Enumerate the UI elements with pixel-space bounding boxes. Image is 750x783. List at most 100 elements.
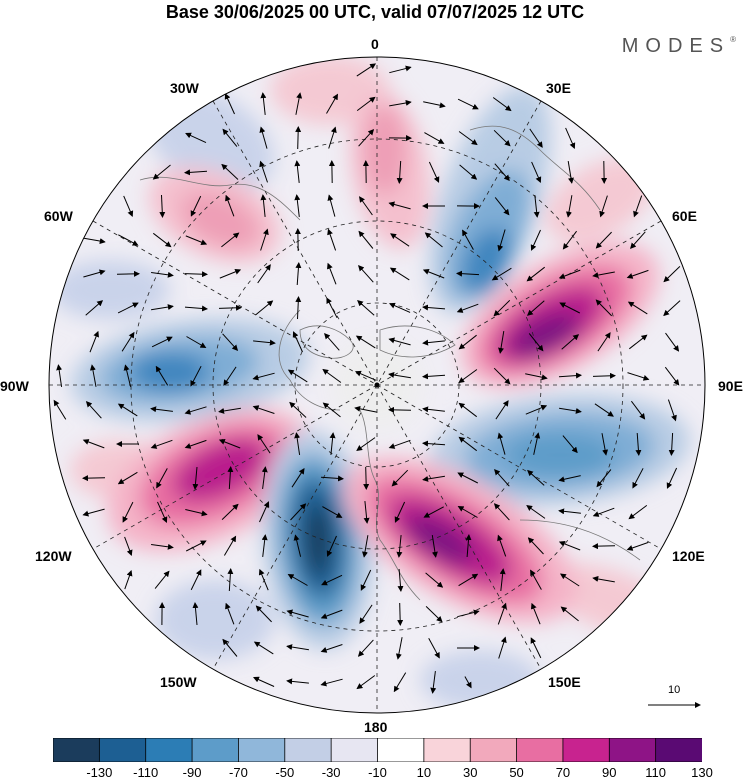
wind-vector [462, 229, 474, 250]
wind-vector [83, 269, 106, 278]
wind-vector [395, 637, 403, 660]
wind-vector [458, 402, 478, 418]
wind-vector [253, 641, 274, 655]
wind-vector [525, 404, 548, 415]
wind-vector [118, 234, 139, 246]
wind-vector [185, 509, 208, 517]
wind-vector [253, 339, 276, 346]
colorbar-tick-label: 70 [555, 765, 571, 780]
wind-vector [531, 161, 542, 184]
wind-vector [356, 437, 376, 451]
colorbar-tick-label: 50 [509, 765, 524, 780]
wind-vector [594, 403, 614, 417]
wind-vector [225, 602, 235, 625]
wind-vector [360, 569, 372, 591]
wind-vector [295, 92, 303, 115]
colorbar-tick-label: -70 [229, 765, 248, 780]
colorbar-tick-label: -50 [275, 765, 295, 780]
wind-vector [326, 535, 337, 557]
colorbar [53, 738, 702, 762]
wind-vector [322, 402, 341, 418]
wind-vector [185, 235, 208, 246]
wind-vector [397, 568, 404, 592]
colorbar-tick-label: -110 [133, 765, 159, 780]
wind-vector [566, 195, 573, 218]
colorbar-tick-label: 110 [645, 765, 667, 780]
lon-label-120e: 120E [672, 548, 705, 564]
wind-vector [595, 231, 612, 249]
wind-vector [294, 160, 301, 183]
wind-vector [422, 475, 445, 482]
wind-vector [327, 228, 337, 251]
wind-vector [227, 466, 234, 490]
wind-vector [558, 541, 581, 551]
wind-vector [320, 678, 343, 687]
wind-vector [286, 644, 309, 651]
wind-vector [396, 160, 403, 184]
wind-vector [82, 439, 105, 449]
wind-vector [664, 366, 680, 386]
wind-vector [257, 264, 271, 284]
wind-vector [218, 304, 242, 311]
wind-vector [322, 506, 343, 518]
wind-vector [192, 466, 199, 490]
wind-vector [457, 609, 480, 618]
wind-vector [295, 262, 302, 286]
colorbar-tick-label: -30 [321, 765, 341, 780]
wind-vector [152, 232, 172, 248]
wind-vector [422, 339, 445, 346]
wind-vector [458, 573, 479, 587]
wind-vector [122, 501, 134, 523]
wind-vector [355, 335, 376, 349]
wind-vector [222, 638, 238, 657]
lon-label-150e: 150E [548, 674, 581, 690]
wind-vector [422, 304, 446, 311]
wind-vector [422, 269, 445, 279]
wind-vector [223, 535, 237, 556]
wind-vector [592, 271, 615, 279]
wind-vector [388, 201, 411, 210]
wind-vector [85, 401, 102, 419]
wind-vector [526, 266, 546, 282]
lon-label-0: 0 [371, 36, 379, 52]
wind-vector [626, 269, 649, 279]
wind-vector [294, 194, 301, 217]
wind-vector [184, 305, 208, 312]
wind-vector [530, 569, 542, 590]
wind-vector [633, 195, 643, 218]
colorbar-swatch [145, 738, 193, 762]
wind-vector [292, 331, 303, 353]
wind-vector [424, 232, 443, 248]
wind-vector [635, 432, 642, 456]
wind-vector [252, 676, 275, 687]
wind-vector [601, 433, 609, 456]
wind-vector [261, 466, 268, 489]
reference-vector-label: 10 [668, 684, 681, 696]
wind-vector [391, 469, 409, 487]
wind-vector [185, 132, 207, 144]
wind-vector [85, 300, 104, 316]
wind-vector [222, 128, 238, 147]
wind-vector [154, 570, 170, 589]
wind-vector [219, 268, 242, 279]
wind-vector [425, 606, 443, 623]
wind-vector [259, 501, 270, 523]
wind-vector [595, 299, 613, 317]
lon-label-180: 180 [364, 719, 388, 735]
colorbar-tick-label: 10 [416, 765, 432, 780]
wind-vector [663, 300, 681, 317]
wind-vector [290, 503, 307, 521]
wind-vector [255, 300, 274, 316]
wind-vector [458, 334, 477, 350]
wind-vector [321, 574, 343, 586]
wind-vector [592, 372, 616, 379]
wind-vector [631, 400, 646, 420]
wind-vector [150, 439, 173, 449]
wind-vector [632, 468, 644, 489]
colorbar-swatch [423, 738, 472, 762]
wind-vector [192, 602, 199, 626]
wind-vector [362, 535, 369, 558]
wind-vector [159, 194, 166, 218]
wind-vector [123, 195, 134, 218]
wind-vector [124, 569, 133, 590]
